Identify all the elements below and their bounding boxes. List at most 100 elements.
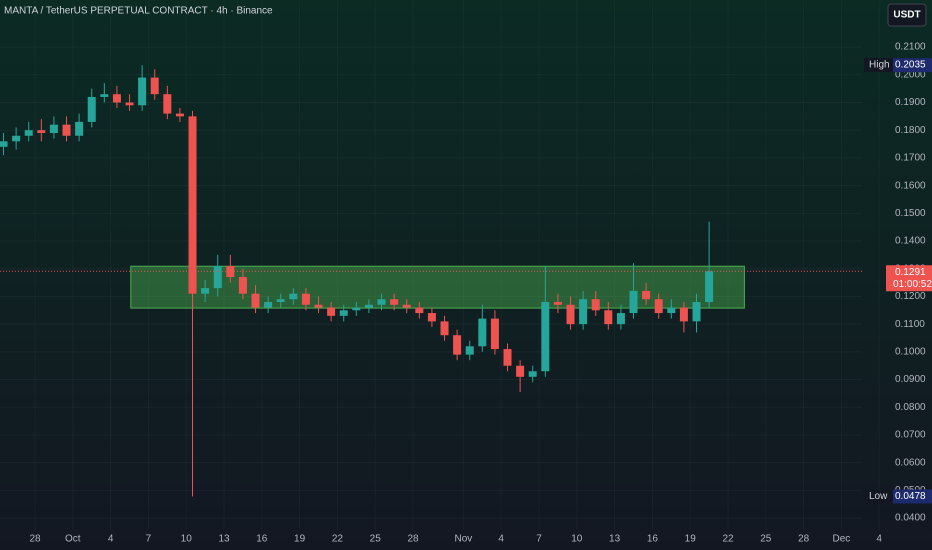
candle-body: [314, 304, 323, 308]
candle-body: [490, 318, 499, 350]
x-tick-label: 25: [760, 534, 772, 545]
currency-button[interactable]: [887, 3, 927, 27]
x-tick-label: 16: [647, 534, 659, 545]
candle-body: [516, 365, 525, 377]
candle-body: [440, 321, 449, 336]
x-tick-label: 10: [571, 534, 583, 545]
last-price-box: [886, 265, 932, 292]
candle-body: [201, 288, 210, 294]
y-tick-label: 0.0400: [895, 513, 926, 524]
candle-body: [629, 290, 638, 314]
low-marker-label: Low: [869, 491, 888, 502]
x-tick-label: 10: [181, 534, 193, 545]
x-tick-label: 13: [218, 534, 230, 545]
candle-body: [465, 346, 474, 355]
candle-body: [642, 290, 651, 300]
y-tick-label: 0.0800: [895, 402, 926, 413]
x-tick-label: 25: [370, 534, 382, 545]
candle-body: [692, 301, 701, 322]
candle-body: [327, 307, 336, 316]
x-tick-label: 28: [407, 534, 419, 545]
candle-body: [24, 130, 33, 136]
low-marker-value-box: [893, 489, 932, 504]
candle-body: [238, 277, 247, 294]
x-tick-label: 7: [536, 534, 542, 545]
candle-body: [213, 265, 222, 289]
x-tick-label: 28: [29, 534, 41, 545]
candle-body: [112, 94, 121, 103]
candle-body: [75, 121, 84, 136]
candle-body: [188, 116, 197, 294]
x-tick-label: 4: [498, 534, 504, 545]
candle-body: [415, 307, 424, 314]
candle-body: [453, 335, 462, 355]
candle-body: [62, 124, 71, 136]
candle-body: [289, 293, 298, 300]
candle-body: [553, 301, 562, 305]
candle-body: [163, 94, 172, 114]
candle-body: [264, 301, 273, 308]
candle-body: [150, 77, 159, 95]
candle-body: [12, 135, 21, 142]
x-tick-label: 19: [294, 534, 306, 545]
candle-body: [125, 102, 134, 106]
candle-body: [301, 293, 310, 305]
candle-body: [175, 113, 184, 117]
y-tick-label: 0.2000: [895, 69, 926, 80]
candle-body: [705, 271, 714, 302]
candle-body: [100, 94, 109, 97]
candle-body: [541, 301, 550, 372]
countdown-label: 01:00:52: [893, 279, 932, 290]
candle-body: [49, 124, 58, 133]
currency-label[interactable]: USDT: [893, 10, 920, 21]
candle-body: [251, 293, 260, 308]
y-tick-label: 0.1700: [895, 153, 926, 164]
x-tick-label: 4: [876, 534, 882, 545]
candle-body: [427, 313, 436, 322]
y-tick-label: 0.1400: [895, 236, 926, 247]
candle-body: [377, 299, 386, 305]
candle-body: [654, 299, 663, 314]
candle-body: [390, 299, 399, 305]
candle-body: [87, 96, 96, 122]
y-tick-label: 0.1800: [895, 125, 926, 136]
x-tick-label: Oct: [65, 534, 81, 545]
y-tick-label: 0.1200: [895, 291, 926, 302]
candle-body: [37, 130, 46, 133]
zone: [130, 265, 745, 309]
x-tick-label: 28: [798, 534, 810, 545]
x-tick-label: 4: [108, 534, 114, 545]
candle-body: [503, 349, 512, 366]
candle-body: [616, 313, 625, 325]
x-tick-label: Dec: [833, 534, 851, 545]
candle-body: [0, 141, 8, 147]
y-tick-label: 0.1500: [895, 208, 926, 219]
y-tick-label: 0.0900: [895, 374, 926, 385]
y-tick-label: 0.1900: [895, 97, 926, 108]
x-tick-label: 22: [332, 534, 344, 545]
x-tick-label: 7: [146, 534, 152, 545]
high-marker-value: 0.2035: [895, 60, 926, 71]
candle-body: [352, 307, 361, 311]
x-tick-label: 13: [609, 534, 621, 545]
high-marker-label: High: [869, 60, 890, 71]
candle-body: [566, 304, 575, 325]
candle-body: [604, 310, 613, 325]
y-tick-label: 0.0700: [895, 430, 926, 441]
y-tick-label: 0.2100: [895, 42, 926, 53]
candle-body: [667, 307, 676, 314]
candle-body: [339, 310, 348, 316]
chart-title: MANTA / TetherUS PERPETUAL CONTRACT · 4h…: [4, 6, 273, 17]
candle-body: [528, 371, 537, 377]
x-tick-label: 19: [685, 534, 697, 545]
x-tick-label: 22: [722, 534, 734, 545]
candle-body: [679, 307, 688, 322]
high-marker-value-box: [893, 58, 932, 73]
candle-body: [364, 304, 373, 308]
x-tick-label: 16: [256, 534, 268, 545]
x-tick-label: Nov: [455, 534, 473, 545]
candle-body: [402, 304, 411, 308]
candle-body: [276, 299, 285, 302]
